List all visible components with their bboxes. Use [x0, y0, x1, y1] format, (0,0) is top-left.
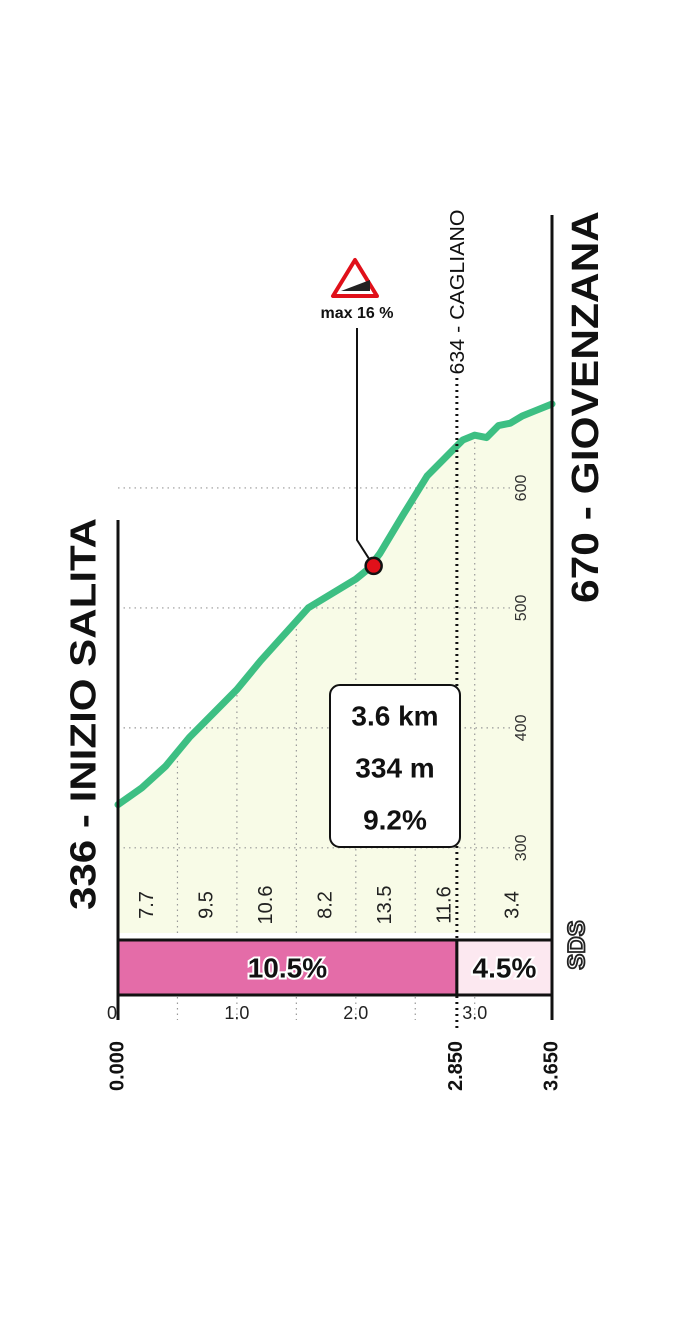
y-tick-label: 300 [513, 834, 530, 861]
summary-line: 334 m [355, 752, 434, 783]
section-bound-label: 0.000 [106, 1041, 128, 1091]
start-label: 336 - INIZIO SALITA [63, 518, 104, 910]
segment-gradient: 8.2 [314, 891, 336, 919]
summary-line: 3.6 km [351, 700, 438, 731]
section-bound-label: 3.650 [540, 1041, 562, 1091]
y-tick-label: 500 [513, 594, 530, 621]
section-bound-label: 2.850 [445, 1041, 467, 1091]
max-label: max 16 % [321, 305, 394, 322]
segment-gradient: 11.6 [433, 886, 455, 923]
max-pointer [356, 328, 375, 567]
area-fill [118, 403, 552, 933]
segment-gradient: 3.4 [502, 891, 524, 919]
x-tick-label: 2.0 [343, 1003, 368, 1023]
segment-gradient: 9.5 [195, 891, 217, 919]
end-label: 670 - GIOVENZANA [565, 211, 607, 603]
gradient-icon-slope [341, 280, 370, 291]
segment-gradient: 10.6 [255, 886, 277, 925]
summary-line: 9.2% [363, 804, 427, 835]
y-tick-label: 400 [513, 714, 530, 741]
x-tick-label: 0 [107, 1003, 117, 1023]
summary-box [329, 684, 461, 848]
section-bar [455, 938, 554, 997]
segment-gradient: 7.7 [136, 891, 158, 919]
max-point [364, 556, 383, 576]
x-tick-label: 1.0 [224, 1003, 249, 1023]
x-tick-label: 3.0 [462, 1003, 487, 1023]
y-tick-label: 600 [513, 475, 530, 502]
section-label: 4.5% [473, 952, 537, 983]
waypoint-label: 634 - CAGLIANO [447, 210, 469, 375]
section-label: 10.5% [248, 952, 327, 983]
logo: SDS [563, 920, 590, 969]
segment-gradient: 13.5 [374, 886, 396, 925]
